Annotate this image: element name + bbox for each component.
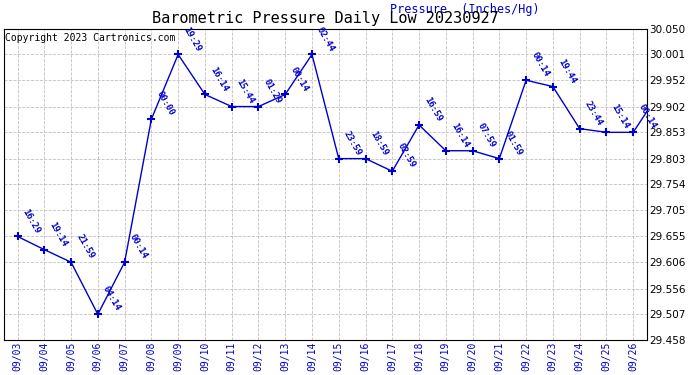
Text: 15:14: 15:14 bbox=[610, 103, 631, 131]
Text: 23:44: 23:44 bbox=[583, 99, 604, 127]
Text: 19:14: 19:14 bbox=[48, 220, 69, 248]
Text: 00:00: 00:00 bbox=[155, 90, 176, 118]
Text: 00:14: 00:14 bbox=[288, 65, 310, 93]
Text: 21:59: 21:59 bbox=[75, 233, 95, 261]
Text: 04:14: 04:14 bbox=[101, 285, 122, 313]
Text: 19:29: 19:29 bbox=[181, 25, 203, 53]
Text: 19:44: 19:44 bbox=[556, 57, 578, 85]
Text: Pressure  (Inches/Hg): Pressure (Inches/Hg) bbox=[390, 3, 539, 16]
Text: 18:59: 18:59 bbox=[368, 129, 390, 157]
Text: 01:29: 01:29 bbox=[262, 77, 283, 105]
Text: 16:29: 16:29 bbox=[21, 207, 42, 235]
Text: 03:29: 03:29 bbox=[0, 374, 1, 375]
Title: Barometric Pressure Daily Low 20230927: Barometric Pressure Daily Low 20230927 bbox=[152, 11, 499, 26]
Text: 07:59: 07:59 bbox=[476, 122, 497, 149]
Text: 00:14: 00:14 bbox=[529, 51, 551, 79]
Text: 02:44: 02:44 bbox=[315, 25, 337, 53]
Text: Copyright 2023 Cartronics.com: Copyright 2023 Cartronics.com bbox=[5, 33, 175, 44]
Text: 01:59: 01:59 bbox=[502, 129, 524, 157]
Text: 00:14: 00:14 bbox=[128, 233, 149, 261]
Text: 16:14: 16:14 bbox=[208, 65, 229, 93]
Text: 23:59: 23:59 bbox=[342, 129, 363, 157]
Text: 15:44: 15:44 bbox=[235, 77, 256, 105]
Text: 16:59: 16:59 bbox=[422, 96, 444, 123]
Text: 16:14: 16:14 bbox=[449, 122, 471, 149]
Text: 00:14: 00:14 bbox=[636, 103, 658, 131]
Text: 02:59: 02:59 bbox=[395, 142, 417, 170]
